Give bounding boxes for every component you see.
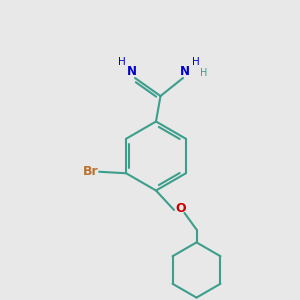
Text: N: N xyxy=(126,65,136,78)
Text: H: H xyxy=(200,68,207,78)
Text: H: H xyxy=(118,56,125,67)
Text: O: O xyxy=(175,202,186,215)
Text: N: N xyxy=(179,65,190,78)
Text: H: H xyxy=(192,56,200,67)
Text: Br: Br xyxy=(83,165,98,178)
